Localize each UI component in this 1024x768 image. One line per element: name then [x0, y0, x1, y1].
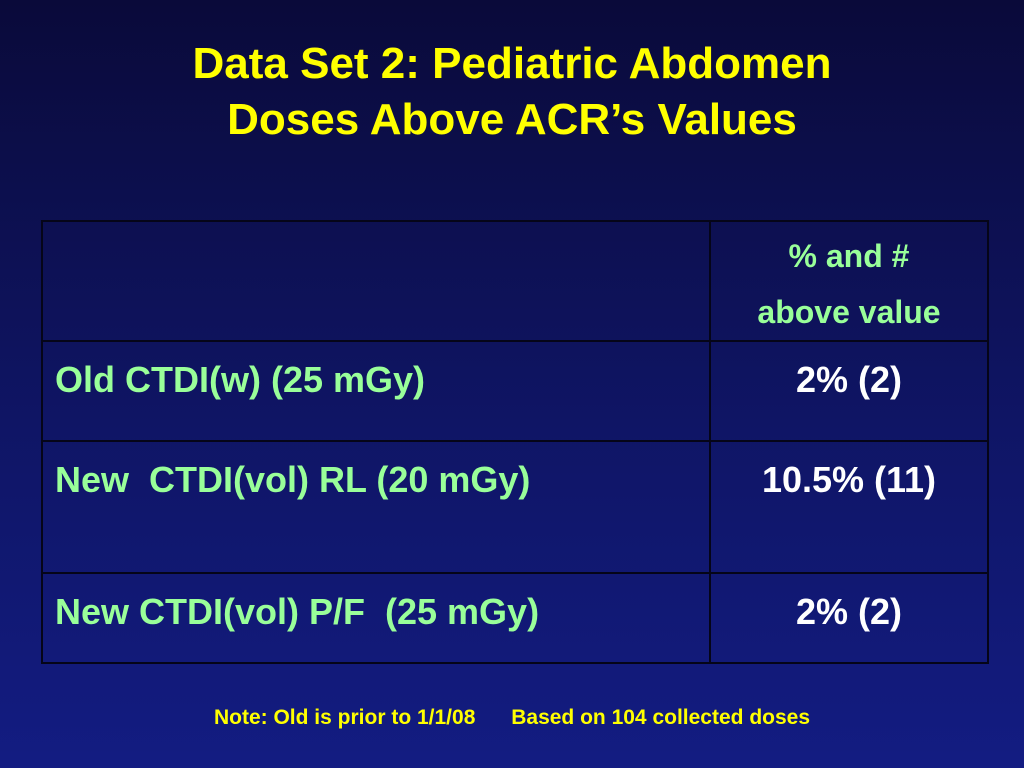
header-value-line-1: % and #	[788, 238, 910, 274]
table-row: New CTDI(vol) RL (20 mGy) 10.5% (11)	[41, 440, 989, 574]
dose-table: % and # above value Old CTDI(w) (25 mGy)…	[41, 220, 989, 664]
header-label-cell	[41, 220, 711, 342]
row-label-cell: New CTDI(vol) RL (20 mGy)	[41, 440, 711, 574]
row-label: New CTDI(vol) RL (20 mGy)	[55, 459, 531, 500]
row-value: 10.5% (11)	[761, 459, 937, 500]
row-label-cell: Old CTDI(w) (25 mGy)	[41, 340, 711, 442]
row-value-cell: 10.5% (11)	[709, 440, 989, 574]
header-value-line-2: above value	[757, 294, 941, 330]
slide-title: Data Set 2: Pediatric Abdomen Doses Abov…	[0, 36, 1024, 148]
row-value-cell: 2% (2)	[709, 340, 989, 442]
footnote: Note: Old is prior to 1/1/08 Based on 10…	[0, 704, 1024, 732]
slide-title-line-1: Data Set 2: Pediatric Abdomen	[192, 39, 832, 88]
slide-title-line-2: Doses Above ACR’s Values	[227, 95, 797, 144]
header-value-text: % and # above value	[711, 222, 987, 340]
row-label-cell: New CTDI(vol) P/F (25 mGy)	[41, 572, 711, 664]
row-label: Old CTDI(w) (25 mGy)	[55, 359, 426, 400]
table-row: New CTDI(vol) P/F (25 mGy) 2% (2)	[41, 572, 989, 664]
table-row: Old CTDI(w) (25 mGy) 2% (2)	[41, 340, 989, 442]
footnote-note: Note: Old is prior to 1/1/08	[213, 706, 476, 729]
header-value-cell: % and # above value	[709, 220, 989, 342]
row-value: 2% (2)	[795, 359, 903, 400]
row-value-cell: 2% (2)	[709, 572, 989, 664]
row-label: New CTDI(vol) P/F (25 mGy)	[55, 591, 540, 632]
table-header-row: % and # above value	[41, 220, 989, 342]
footnote-basis: Based on 104 collected doses	[511, 706, 811, 729]
row-value: 2% (2)	[795, 591, 903, 632]
